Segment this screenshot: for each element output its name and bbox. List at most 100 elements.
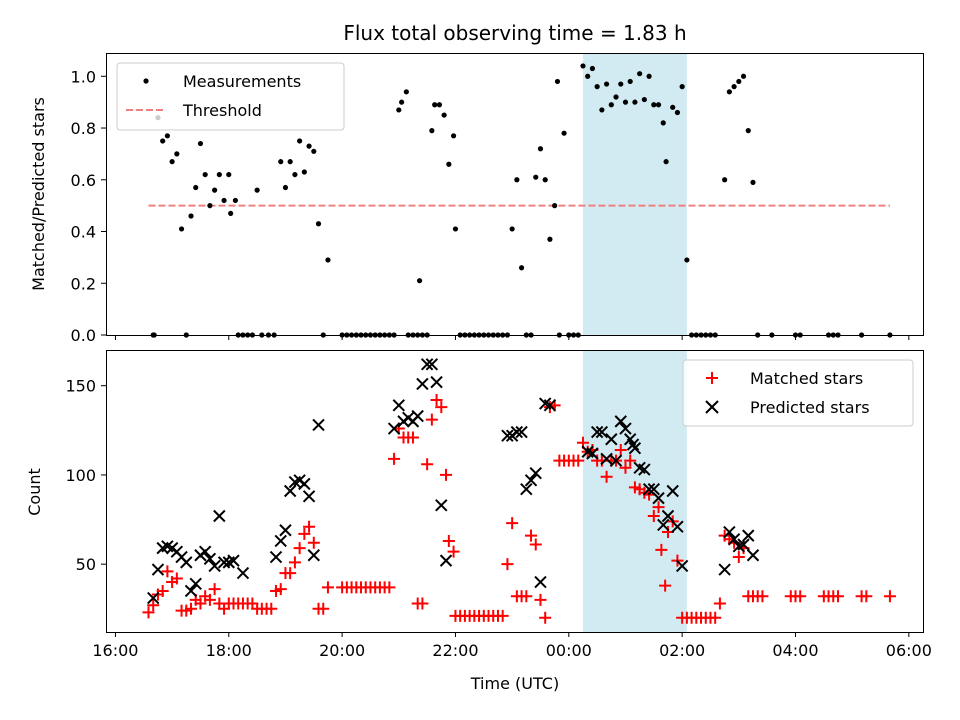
matched-star-point (831, 590, 844, 603)
matched-star-point (416, 597, 429, 610)
matched-star-point (298, 527, 311, 540)
measurement-point (514, 177, 520, 183)
matched-star-point (274, 583, 287, 596)
bottom-panel: 50 100 150 16:00 18:00 20:00 22:00 00:00 02:00 0… (25, 350, 932, 693)
predicted-star-point (675, 559, 689, 573)
predicted-star-point (274, 534, 287, 548)
matched-star-point (647, 509, 660, 522)
predicted-star-point (227, 554, 240, 567)
measurement-point (554, 78, 561, 85)
measurement-point (509, 226, 515, 232)
measurement-point (622, 99, 629, 105)
predicted-star-point (435, 499, 448, 512)
measurement-point (452, 226, 459, 232)
measurement-point (174, 151, 180, 157)
matched-star-point (525, 529, 538, 542)
measurement-point (221, 197, 227, 204)
predicted-star-point (283, 484, 297, 498)
predicted-star-point (626, 438, 640, 451)
measurement-point (396, 107, 402, 113)
matched-star-point (756, 590, 769, 603)
legend-matched-marker (706, 372, 718, 384)
matched-star-point (194, 597, 207, 610)
predicted-star-point (737, 538, 750, 551)
measurement-point (287, 159, 293, 165)
predicted-star-point (718, 563, 731, 576)
matched-star-point (388, 452, 401, 465)
y-tick-label: 100 (65, 466, 96, 485)
predicted-star-point (619, 422, 632, 435)
predicted-star-point (638, 463, 651, 476)
matched-star-point (293, 542, 306, 555)
measurement-point (432, 102, 438, 108)
matched-star-point (534, 593, 547, 606)
measurement-point (207, 203, 213, 209)
measurement-point (632, 99, 638, 105)
predicted-star-point (298, 477, 311, 491)
predicted-star-point (510, 425, 524, 439)
predicted-star-point (269, 550, 283, 564)
y-tick-label: 0.2 (71, 274, 96, 293)
top-y-ticks: 0.0 0.2 0.4 0.6 0.8 1.0 (71, 67, 106, 345)
x-tick-label: 18:00 (206, 641, 252, 660)
matched-star-point (614, 443, 627, 456)
top-x-ticks (114, 335, 910, 340)
measurement-point (627, 78, 633, 85)
legend-predicted-label: Predicted stars (750, 398, 870, 417)
measurement-point (232, 197, 238, 204)
matched-star-point (655, 543, 668, 556)
legend-measurements-marker (143, 78, 149, 84)
x-axis-label: Time (UTC) (470, 674, 559, 693)
y-tick-label: 150 (65, 377, 96, 396)
measurement-point (660, 120, 666, 126)
top-measurement-points (150, 63, 893, 338)
matched-star-point (317, 602, 330, 615)
measurement-point (663, 159, 669, 165)
legend-threshold-label: Threshold (182, 101, 262, 120)
measurement-point (613, 94, 619, 100)
predicted-star-point (279, 524, 292, 537)
bottom-predicted-points (147, 358, 760, 605)
predicted-star-point (198, 545, 212, 558)
measurement-point (311, 148, 317, 154)
matched-star-point (170, 572, 183, 585)
x-tick-label: 00:00 (546, 641, 592, 660)
measurement-point (226, 171, 232, 178)
top-y-axis-label: Matched/Predicted stars (29, 97, 48, 291)
predicted-star-point (657, 518, 670, 532)
measurement-point (674, 109, 681, 116)
matched-star-point (421, 458, 434, 471)
measurement-point (450, 133, 457, 139)
measurement-point (160, 138, 166, 144)
matched-star-point (539, 611, 552, 624)
measurement-point (641, 96, 647, 103)
measurement-point (594, 84, 600, 90)
bottom-axes-frame (106, 350, 924, 633)
matched-star-point (506, 517, 519, 530)
measurement-point (655, 102, 662, 108)
measurement-point (306, 143, 312, 149)
predicted-star-point (387, 422, 401, 435)
matched-star-point (161, 565, 174, 578)
matched-star-point (435, 401, 448, 414)
predicted-star-point (184, 584, 198, 598)
matched-star-point (156, 584, 169, 597)
measurement-point (726, 89, 732, 95)
matched-star-point (321, 581, 334, 594)
matched-star-point (203, 593, 216, 606)
predicted-star-point (661, 509, 675, 523)
top-legend: Measurements Threshold (116, 62, 345, 131)
measurement-point (684, 257, 690, 263)
predicted-star-point (208, 559, 221, 573)
predicted-star-point (614, 415, 627, 428)
top-shaded-interval (582, 53, 687, 335)
matched-star-point (425, 413, 438, 426)
measurement-point (745, 128, 751, 134)
predicted-star-point (600, 452, 613, 466)
predicted-star-point (520, 483, 533, 496)
measurement-point (441, 112, 447, 118)
chart-title: Flux total observing time = 1.83 h (343, 21, 686, 45)
matched-star-point (713, 597, 726, 610)
predicted-star-point (236, 566, 250, 580)
